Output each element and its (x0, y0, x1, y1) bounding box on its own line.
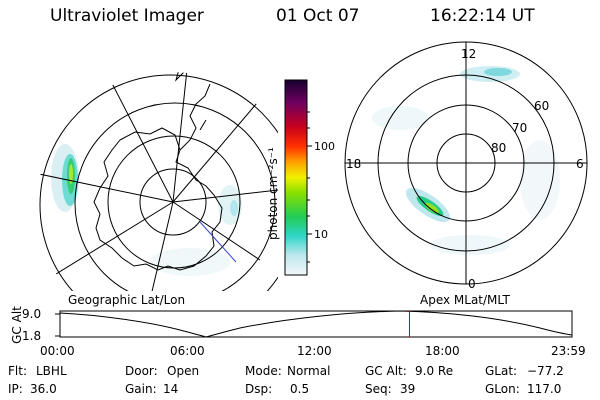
gain-label: Gain: (125, 382, 157, 396)
polar-plot: 12 18 6 0 60 70 80 (344, 41, 588, 291)
flt-value: LBHL (36, 364, 67, 378)
altitude-plot (55, 310, 573, 338)
date-label: 01 Oct 07 (276, 6, 360, 26)
gain-value: 14 (163, 382, 179, 396)
altitude-ytick-min: 1.8 (22, 329, 42, 343)
glat-label: GLat: (485, 364, 518, 378)
apex-panel-label: Apex MLat/MLT (420, 293, 510, 307)
seq-label: Seq: (365, 382, 392, 396)
mlt-label-6: 6 (576, 157, 584, 171)
lat-label-80: 80 (491, 141, 506, 155)
time-label: 16:22:14 UT (430, 6, 535, 26)
mlt-label-12: 12 (461, 47, 476, 61)
colorbar (284, 79, 308, 276)
dsp-label: Dsp: (245, 382, 273, 396)
mode-value: Normal (287, 364, 331, 378)
ip-label: IP: (8, 382, 23, 396)
colorbar-tick-100: 100 (314, 140, 335, 153)
lat-label-60: 60 (534, 99, 549, 113)
gcalt-value: 9.0 Re (415, 364, 454, 378)
instrument-title: Ultraviolet Imager (50, 6, 204, 26)
glat-value: −77.2 (527, 364, 564, 378)
colorbar-tick-10: 10 (314, 228, 328, 241)
continent-outline (93, 83, 223, 271)
altitude-xtick-2359: 23:59 (551, 344, 586, 358)
geographic-panel-label: Geographic Lat/Lon (68, 293, 186, 307)
altitude-xtick-1800: 18:00 (425, 344, 460, 358)
flt-label: Flt: (8, 364, 27, 378)
door-value: Open (167, 364, 200, 378)
lat-label-70: 70 (512, 121, 527, 135)
aurora-left (51, 144, 242, 276)
mlt-label-0: 0 (468, 277, 476, 291)
altitude-ytick-max: 9.0 (22, 307, 42, 321)
glon-label: GLon: (485, 382, 520, 396)
colorbar-unit-label: photon cm⁻²s⁻¹ (266, 147, 280, 240)
altitude-xtick-0600: 06:00 (170, 344, 205, 358)
altitude-xtick-0000: 00:00 (40, 344, 75, 358)
door-label: Door: (125, 364, 158, 378)
gcalt-label: GC Alt: (365, 364, 407, 378)
ip-value: 36.0 (30, 382, 57, 396)
seq-value: 39 (400, 382, 416, 396)
dsp-value: 0.5 (290, 382, 310, 396)
glon-value: 117.0 (527, 382, 562, 396)
altitude-xtick-1200: 12:00 (297, 344, 332, 358)
altitude-trace (59, 310, 573, 338)
mode-label: Mode: (245, 364, 282, 378)
aurora-right (372, 66, 560, 255)
spacecraft-track (199, 221, 237, 263)
mlt-label-18: 18 (346, 157, 361, 171)
